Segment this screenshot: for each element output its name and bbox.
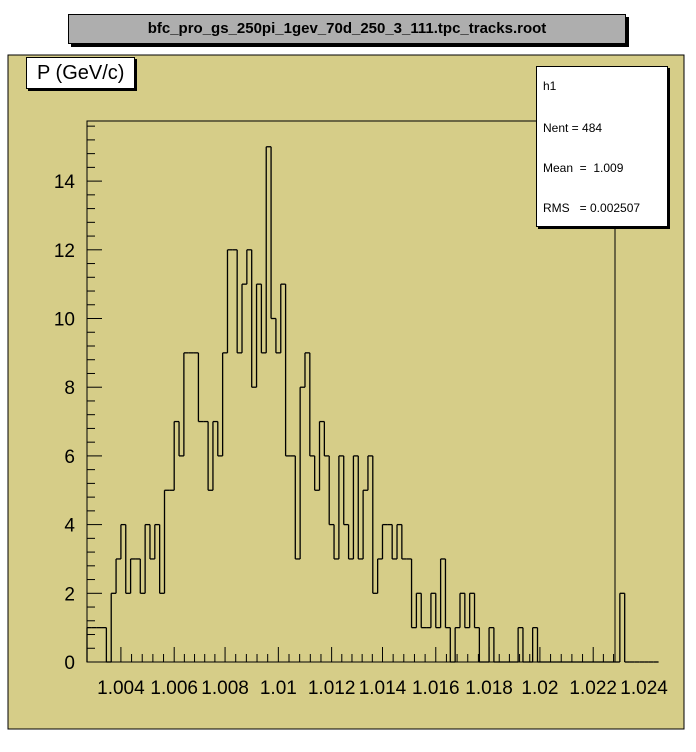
x-tick-label: 1.024 — [620, 678, 668, 699]
x-tick-label: 1.008 — [201, 678, 249, 699]
x-tick-label: 1.01 — [260, 678, 297, 699]
stats-entries: Nent = 484 — [543, 121, 603, 135]
x-tick-label: 1.016 — [412, 678, 460, 699]
file-title: bfc_pro_gs_250pi_1gev_70d_250_3_111.tpc_… — [68, 14, 626, 44]
x-tick-label: 1.02 — [521, 678, 558, 699]
stats-box: h1 Nent = 484 Mean = 1.009 RMS = 0.00250… — [536, 66, 668, 227]
y-tick-label: 0 — [64, 653, 75, 674]
y-tick-label: 8 — [64, 378, 75, 399]
histogram-title: P (GeV/c) — [26, 57, 136, 89]
y-tick-label: 4 — [64, 516, 75, 537]
x-tick-label: 1.004 — [97, 678, 145, 699]
x-tick-label: 1.006 — [150, 678, 198, 699]
y-tick-label: 14 — [54, 172, 76, 193]
y-tick-label: 2 — [64, 584, 75, 605]
y-tick-label: 10 — [54, 310, 75, 331]
y-tick-label: 12 — [54, 241, 75, 262]
stats-mean: Mean = 1.009 — [543, 161, 624, 175]
histogram-bins — [86, 146, 659, 663]
plot-frame — [86, 120, 616, 663]
y-tick-label: 6 — [64, 447, 75, 468]
axes: 0 2 4 6 8 10 12 14 1.004 1.006 1.008 1.01 1.012 1.014… — [54, 125, 668, 699]
x-tick-label: 1.018 — [465, 678, 513, 699]
stats-rms: RMS = 0.002507 — [543, 201, 641, 215]
x-tick-label: 1.022 — [569, 678, 617, 699]
stats-name: h1 — [543, 79, 557, 93]
x-tick-label: 1.014 — [359, 678, 407, 699]
x-tick-label: 1.012 — [308, 678, 356, 699]
